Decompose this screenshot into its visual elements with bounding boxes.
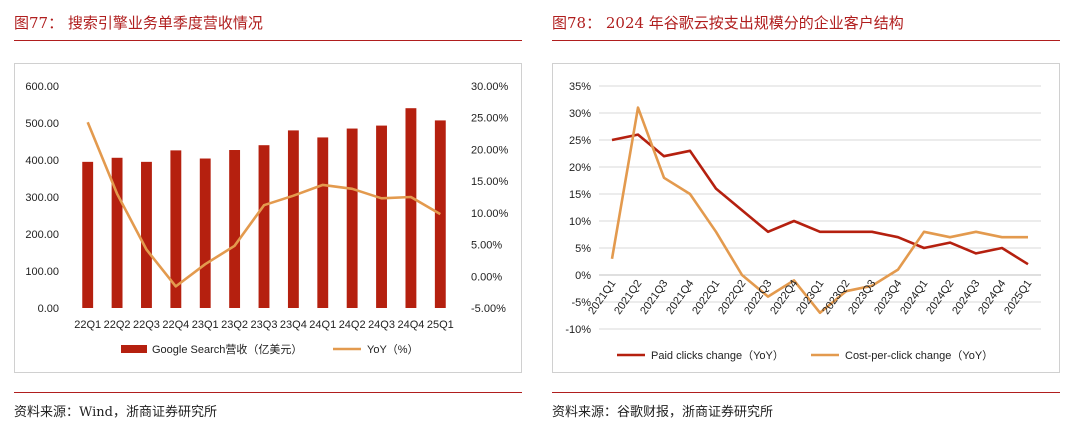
right-y-tick-label: 20.00% [471,144,509,156]
x-tick-label: 25Q1 [427,319,454,331]
right-panel: 图78： 2024 年谷歌云按支出规模分的企业客户结构 -10% -5% 0% 5% 1… [552,0,1060,430]
clicks-cpc-chart: -10%-5%0%5%10%15%20%25%30%35%2021Q12021Q… [565,81,1041,362]
right-source-note: 资料来源：谷歌财报，浙商证券研究所 [552,405,774,420]
left-y-tick-label: 0.00 [38,303,59,315]
revenue-bar [111,157,123,308]
y-tick-label: 20% [569,162,591,174]
revenue-bar [434,120,446,308]
revenue-bar [229,150,241,308]
revenue-bar [82,161,94,308]
left-y-tick-label: 500.00 [25,118,59,130]
revenue-bar [376,125,387,308]
right-y-tick-label: -5.00% [471,303,506,315]
y-tick-label: 35% [569,81,591,93]
x-tick-label: 23Q1 [192,319,219,331]
x-tick-label: 23Q3 [251,319,278,331]
left-y-tick-label: 100.00 [25,266,59,278]
left-source-rule [14,392,522,393]
paid-clicks-line [611,133,1029,266]
x-tick-label: 22Q3 [133,319,160,331]
revenue-bar [258,145,270,308]
y-tick-label: 15% [569,189,591,201]
left-figure-title: 图77： 搜索引擎业务单季度营收情况 [14,14,263,32]
yoy-line [86,121,441,288]
legend-label-paid-clicks: Paid clicks change（YoY） [651,349,784,362]
left-chart-frame: 0.00 100.00 200.00 300.00 400.00 500.00 600.00… [14,63,522,373]
x-tick-label: 23Q2 [221,319,248,331]
legend-swatch-revenue [121,345,147,353]
y-tick-label: -5% [571,297,591,309]
left-y-tick-label: 600.00 [25,81,59,93]
y-tick-label: 0% [575,270,591,282]
search-revenue-chart: 0.00 100.00 200.00 300.00 400.00 500.00 600.00… [25,81,509,356]
left-source-note: 资料来源：Wind，浙商证券研究所 [14,405,217,420]
right-y-tick-label: 0.00% [471,271,502,283]
legend-label-revenue: Google Search营收（亿美元） [152,342,302,356]
revenue-bar [346,128,358,308]
revenue-bar [317,137,329,308]
left-y-tick-label: 200.00 [25,229,59,241]
x-tick-label: 23Q4 [280,319,307,331]
x-tick-label: 24Q2 [339,319,366,331]
right-y-tick-label: 30.00% [471,81,509,93]
revenue-bar [170,150,182,308]
right-chart-frame: -10% -5% 0% 5% 10% 15% 20% 25% 30% 35% 2021Q1 2021Q… [552,63,1060,373]
legend-label-cpc: Cost-per-click change（YoY） [845,349,993,362]
revenue-bar [141,161,152,308]
left-y-tick-label: 400.00 [25,155,59,167]
revenue-bar [287,130,299,308]
right-figure-title: 图78： 2024 年谷歌云按支出规模分的企业客户结构 [552,14,904,32]
right-y-tick-label: 25.00% [471,113,509,125]
left-panel: 图77： 搜索引擎业务单季度营收情况 0.00 100.00 200.00 300.0… [14,0,522,430]
x-tick-label: 24Q3 [368,319,395,331]
left-title-rule [14,40,522,41]
y-tick-label: 30% [569,108,591,120]
y-tick-label: 10% [569,216,591,228]
cost-per-click-line [610,106,1028,315]
revenue-bar [405,108,417,308]
legend-label-yoy: YoY（%） [367,343,419,356]
x-tick-label: 24Q4 [397,319,424,331]
y-tick-label: -10% [565,324,591,336]
x-tick-label: 22Q1 [74,319,101,331]
right-title-rule [552,40,1060,41]
y-tick-label: 25% [569,135,591,147]
x-tick-label: 2025Q1 [1002,278,1034,317]
revenue-bar [199,158,211,308]
right-y-tick-label: 15.00% [471,176,509,188]
right-source-rule [552,392,1060,393]
right-y-tick-label: 10.00% [471,208,509,220]
x-tick-label: 24Q1 [309,319,336,331]
x-tick-label: 22Q4 [162,319,189,331]
right-y-tick-label: 5.00% [471,240,502,252]
x-tick-label: 22Q2 [104,319,131,331]
y-tick-label: 5% [575,243,591,255]
left-y-tick-label: 300.00 [25,192,59,204]
